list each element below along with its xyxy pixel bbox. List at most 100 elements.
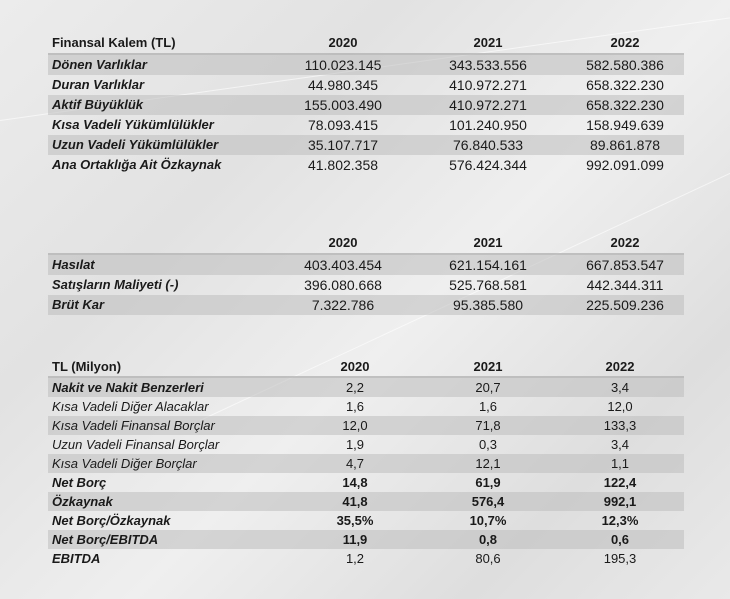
header-year: 2022 [610, 35, 640, 50]
header-label: TL (Milyon) [52, 359, 122, 374]
row-label: Özkaynak [52, 494, 113, 509]
header-year: 2020 [340, 359, 370, 374]
cell-value: 12,1 [475, 456, 501, 471]
table-row: Nakit ve Nakit Benzerleri 2,2 20,7 3,4 [48, 378, 684, 397]
table-row: Kısa Vadeli Diğer Borçlar 4,7 12,1 1,1 [48, 454, 684, 473]
cell-value: 410.972.271 [449, 97, 527, 113]
cell-value: 195,3 [603, 551, 637, 566]
cell-value: 12,0 [342, 418, 368, 433]
row-label: Net Borç/EBITDA [52, 532, 159, 547]
cell-value: 78.093.415 [307, 117, 379, 133]
cell-value: 410.972.271 [449, 77, 527, 93]
table-row: Uzun Vadeli Yükümlülükler 35.107.717 76.84… [48, 135, 684, 155]
cell-value: 3,4 [610, 380, 630, 395]
cell-value: 582.580.386 [586, 57, 664, 73]
row-label: Kısa Vadeli Finansal Borçlar [52, 418, 215, 433]
cell-value: 76.840.533 [452, 137, 524, 153]
cell-value: 225.509.236 [586, 297, 664, 313]
row-label: Net Borç/Özkaynak [52, 513, 171, 528]
cell-value: 1,2 [345, 551, 365, 566]
row-label: Kısa Vadeli Diğer Alacaklar [52, 399, 209, 414]
table-row: Kısa Vadeli Finansal Borçlar 12,0 71,8 133,… [48, 416, 684, 435]
cell-value: 61,9 [475, 475, 501, 490]
cell-value: 1,1 [610, 456, 630, 471]
table-row: Net Borç/Özkaynak 35,5% 10,7% 12,3% [48, 511, 684, 530]
cell-value: 71,8 [475, 418, 501, 433]
row-label: Satışların Maliyeti (-) [52, 277, 179, 292]
cell-value: 35,5% [336, 513, 374, 528]
cell-value: 122,4 [603, 475, 637, 490]
table-row: EBITDA 1,2 80,6 195,3 [48, 549, 684, 568]
table-row: Duran Varlıklar 44.980.345 410.972.271 658.… [48, 75, 684, 95]
income-table: 2020 2021 2022 Hasılat 403.403.454 621.154.16… [48, 233, 684, 315]
cell-value: 41,8 [342, 494, 368, 509]
cell-value: 667.853.547 [586, 257, 664, 273]
row-label: Kısa Vadeli Yükümlülükler [52, 117, 214, 132]
table-row: Özkaynak 41,8 576,4 992,1 [48, 492, 684, 511]
cell-value: 12,3% [601, 513, 639, 528]
cell-value: 3,4 [610, 437, 630, 452]
balance-sheet-table: Finansal Kalem (TL) 2020 2021 2022 Dönen Var… [48, 33, 684, 175]
table-header: 2020 2021 2022 [48, 233, 684, 255]
cell-value: 2,2 [345, 380, 365, 395]
row-label: Nakit ve Nakit Benzerleri [52, 380, 204, 395]
cell-value: 621.154.161 [449, 257, 527, 273]
cell-value: 158.949.639 [586, 117, 664, 133]
header-year: 2022 [610, 235, 640, 250]
cell-value: 80,6 [475, 551, 501, 566]
cell-value: 10,7% [469, 513, 507, 528]
row-label: Hasılat [52, 257, 95, 272]
cell-value: 0,8 [478, 532, 498, 547]
cell-value: 101.240.950 [449, 117, 527, 133]
header-year: 2021 [473, 235, 503, 250]
table-row: Uzun Vadeli Finansal Borçlar 1,9 0,3 3,4 [48, 435, 684, 454]
header-year: 2021 [473, 35, 503, 50]
row-label: Brüt Kar [52, 297, 105, 312]
row-label: Aktif Büyüklük [52, 97, 144, 112]
cell-value: 95.385.580 [452, 297, 524, 313]
header-year: 2022 [605, 359, 635, 374]
cell-value: 11,9 [342, 532, 368, 547]
header-label: Finansal Kalem (TL) [52, 35, 176, 50]
cell-value: 89.861.878 [589, 137, 661, 153]
row-label: EBITDA [52, 551, 101, 566]
table-row: Hasılat 403.403.454 621.154.161 667.853.547 [48, 255, 684, 275]
cell-value: 12,0 [607, 399, 633, 414]
table-row: Dönen Varlıklar 110.023.145 343.533.556 582… [48, 55, 684, 75]
row-label: Uzun Vadeli Finansal Borçlar [52, 437, 220, 452]
cell-value: 1,6 [478, 399, 498, 414]
cell-value: 1,6 [345, 399, 365, 414]
cell-value: 658.322.230 [586, 97, 664, 113]
table-header: Finansal Kalem (TL) 2020 2021 2022 [48, 33, 684, 55]
row-label: Uzun Vadeli Yükümlülükler [52, 137, 219, 152]
cell-value: 35.107.717 [307, 137, 379, 153]
cell-value: 14,8 [342, 475, 368, 490]
table-row: Ana Ortaklığa Ait Özkaynak 41.802.358 576.… [48, 155, 684, 175]
row-label: Kısa Vadeli Diğer Borçlar [52, 456, 197, 471]
cell-value: 41.802.358 [307, 157, 379, 173]
cell-value: 576,4 [471, 494, 505, 509]
cell-value: 442.344.311 [586, 277, 664, 293]
row-label: Duran Varlıklar [52, 77, 145, 92]
cell-value: 576.424.344 [449, 157, 527, 173]
table-row: Kısa Vadeli Yükümlülükler 78.093.415 101.2… [48, 115, 684, 135]
cell-value: 0,3 [478, 437, 498, 452]
table-row: Aktif Büyüklük 155.003.490 410.972.271 658.… [48, 95, 684, 115]
cell-value: 525.768.581 [449, 277, 527, 293]
cell-value: 44.980.345 [307, 77, 379, 93]
header-year: 2020 [328, 235, 358, 250]
cell-value: 4,7 [345, 456, 365, 471]
table-row: Net Borç/EBITDA 11,9 0,8 0,6 [48, 530, 684, 549]
table-header: TL (Milyon) 2020 2021 2022 [48, 357, 684, 378]
cell-value: 0,6 [610, 532, 630, 547]
cell-value: 1,9 [345, 437, 365, 452]
row-label: Dönen Varlıklar [52, 57, 147, 72]
cell-value: 7.322.786 [311, 297, 375, 313]
row-label: Ana Ortaklığa Ait Özkaynak [52, 157, 222, 172]
cell-value: 396.080.668 [304, 277, 382, 293]
header-year: 2020 [328, 35, 358, 50]
cell-value: 110.023.145 [304, 57, 382, 73]
debt-table: TL (Milyon) 2020 2021 2022 Nakit ve Nakit Be… [48, 357, 684, 568]
row-label: Net Borç [52, 475, 107, 490]
table-row: Net Borç 14,8 61,9 122,4 [48, 473, 684, 492]
